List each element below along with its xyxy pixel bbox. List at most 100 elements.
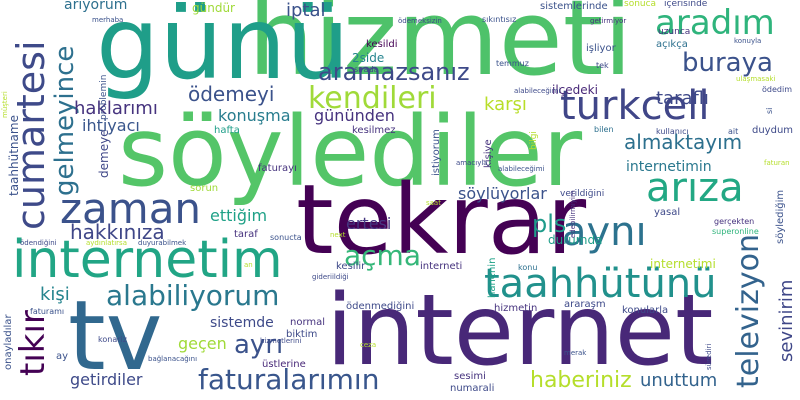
- word-kesilmez: kesilmez: [352, 125, 396, 136]
- word-konariz: konariz: [98, 335, 127, 344]
- word-normal: normal: [290, 317, 326, 328]
- word-tikir: tıkır: [13, 310, 53, 376]
- word-konuyla: konuyla: [734, 37, 762, 45]
- word-baglanacagini: bağlanacağını: [148, 355, 198, 363]
- word-konusma: konuşma: [218, 106, 291, 125]
- word-bilgi: bilgi: [529, 131, 539, 150]
- word-suredir: sürediri: [705, 343, 713, 370]
- word-aradim: aradım: [655, 3, 775, 43]
- word-durumda: durumda: [548, 233, 603, 247]
- word-faturayi: faturayı: [258, 163, 297, 174]
- word-sistemde: sistemde: [210, 315, 274, 331]
- word-iptal: iptal: [286, 0, 326, 21]
- word-an: an: [244, 261, 253, 269]
- word-televizyon: televizyon: [731, 234, 766, 388]
- word-sevinirim: sevinirim: [776, 279, 797, 362]
- word-saat: saat: [426, 199, 441, 207]
- word-duyurabilmek: duyurabilmek: [138, 239, 187, 247]
- word-bilen: bilen: [594, 125, 614, 134]
- word-sonuca: sonuca: [624, 0, 657, 9]
- word-karsi: karşı: [484, 94, 527, 115]
- word-getirdiler: getirdiler: [70, 370, 143, 389]
- word-uzunca: uzunca: [658, 27, 691, 37]
- word-numarali: numarali: [450, 383, 495, 394]
- word-alabiliyorum: alabiliyorum: [106, 279, 280, 312]
- word-soyledigim: söylediğim: [775, 189, 786, 244]
- word-hafta: hafta: [214, 125, 240, 136]
- word-acikca: açıkça: [656, 39, 688, 50]
- word-isliyor: işliyor: [586, 43, 616, 54]
- word-hizmetlerini: hizmetlerini: [260, 337, 302, 345]
- word-edebilirmiyim: edebilirmiyim: [569, 190, 577, 238]
- word-tv: tv: [68, 280, 163, 392]
- word-ariyorum: ariyorum: [64, 0, 128, 13]
- word-zaman: zaman: [60, 184, 202, 233]
- word-tarafli: taraflı: [656, 88, 709, 109]
- word-ait: ait: [728, 127, 739, 136]
- word-kisi: kişi: [40, 284, 70, 305]
- word-ulasmasaki: ulaşmasaki: [736, 75, 776, 83]
- word-odendigini: ödendiğini: [20, 239, 57, 247]
- word-gecen: geçen: [178, 334, 227, 353]
- word-kullanici: kullanıcı: [656, 127, 689, 136]
- word-odemeksizin: ödemeksizin: [398, 17, 442, 25]
- word-gundur: gündür: [192, 1, 235, 15]
- word-hizmetin: hizmetin: [494, 303, 538, 314]
- word-ararsam: araraşm: [564, 299, 606, 310]
- word-turkcell: turkcell: [560, 83, 710, 129]
- word-temmuz: temmuz: [496, 59, 529, 68]
- word-getirmiyor: getirmiyor: [590, 17, 627, 25]
- word-sikintisiz: sıkıntısız: [482, 15, 517, 24]
- word-odemeyi: ödemeyi: [188, 82, 275, 106]
- word-ettigim: ettiğim: [210, 206, 268, 225]
- word-sorun: sorun: [190, 183, 219, 194]
- word-internetim: internetim: [12, 230, 283, 290]
- word-internet: internet: [326, 274, 714, 388]
- word-kesilir: kesilir: [336, 261, 366, 272]
- word-verildigini: verildiğini: [560, 189, 605, 199]
- word-hakkiniza: hakkınıza: [70, 220, 165, 244]
- word-gideriildigi: gideriildiği: [312, 273, 349, 281]
- word-tek: tek: [596, 61, 609, 70]
- word-ayni: aynı: [562, 209, 647, 255]
- word-aramazsaniz: aramazsanız: [318, 58, 470, 86]
- word-pls: pls: [532, 210, 567, 238]
- word-konularla: konularla: [622, 305, 669, 316]
- word-icerisinde: içerisinde: [664, 0, 708, 9]
- word-kesildi: kesildi: [366, 39, 398, 50]
- word-sirada: sırada: [354, 65, 379, 74]
- word-taraf: taraf: [234, 229, 258, 240]
- word-2side: 2side: [352, 51, 385, 65]
- word-gelmeyince: gelmeyince: [50, 45, 80, 196]
- word-taahhutunu: taahhütünü: [484, 261, 717, 307]
- word-odedim: ödedim: [762, 85, 792, 94]
- word-unuttum: unuttum: [640, 370, 718, 391]
- word-faturan: faturan: [764, 159, 790, 167]
- word-gunu: günü: [96, 0, 350, 102]
- word-merhaba: merhaba: [92, 16, 124, 24]
- word-ilcedeki: ilçedeki: [552, 83, 598, 97]
- word-merak: merak: [564, 349, 587, 357]
- word-yasal: yasal: [654, 207, 681, 218]
- word-onayladilar: onayladılar: [3, 314, 14, 370]
- word-buraya: buraya: [682, 48, 773, 78]
- word-haberiniz: haberiniz: [530, 368, 632, 393]
- word-kendileri: kendileri: [308, 81, 437, 116]
- word-ertesi: ertesi: [346, 214, 392, 233]
- word-interneti: interneti: [420, 261, 463, 272]
- word-almaktayim: almaktayım: [624, 130, 743, 154]
- word-faturalarimin: faturalarımın: [198, 363, 380, 396]
- word-istiyorum: istiyorum: [431, 129, 442, 176]
- word-superonline: superonline: [712, 227, 759, 236]
- word-hizmeti: hizmeti: [248, 0, 633, 99]
- word-problemin: problemin: [99, 74, 109, 120]
- word-hanenin: hanenin: [487, 257, 498, 298]
- word-alabilecegimi: alabileceğimi: [514, 87, 561, 95]
- word-si: si: [765, 107, 774, 114]
- word-acma: açma: [344, 239, 421, 272]
- word-tekrar: tekrar: [296, 164, 587, 276]
- word-duydum: duydum: [752, 125, 794, 136]
- word-ayri: ayrı: [234, 330, 284, 360]
- word-biktim: biktim: [286, 329, 318, 340]
